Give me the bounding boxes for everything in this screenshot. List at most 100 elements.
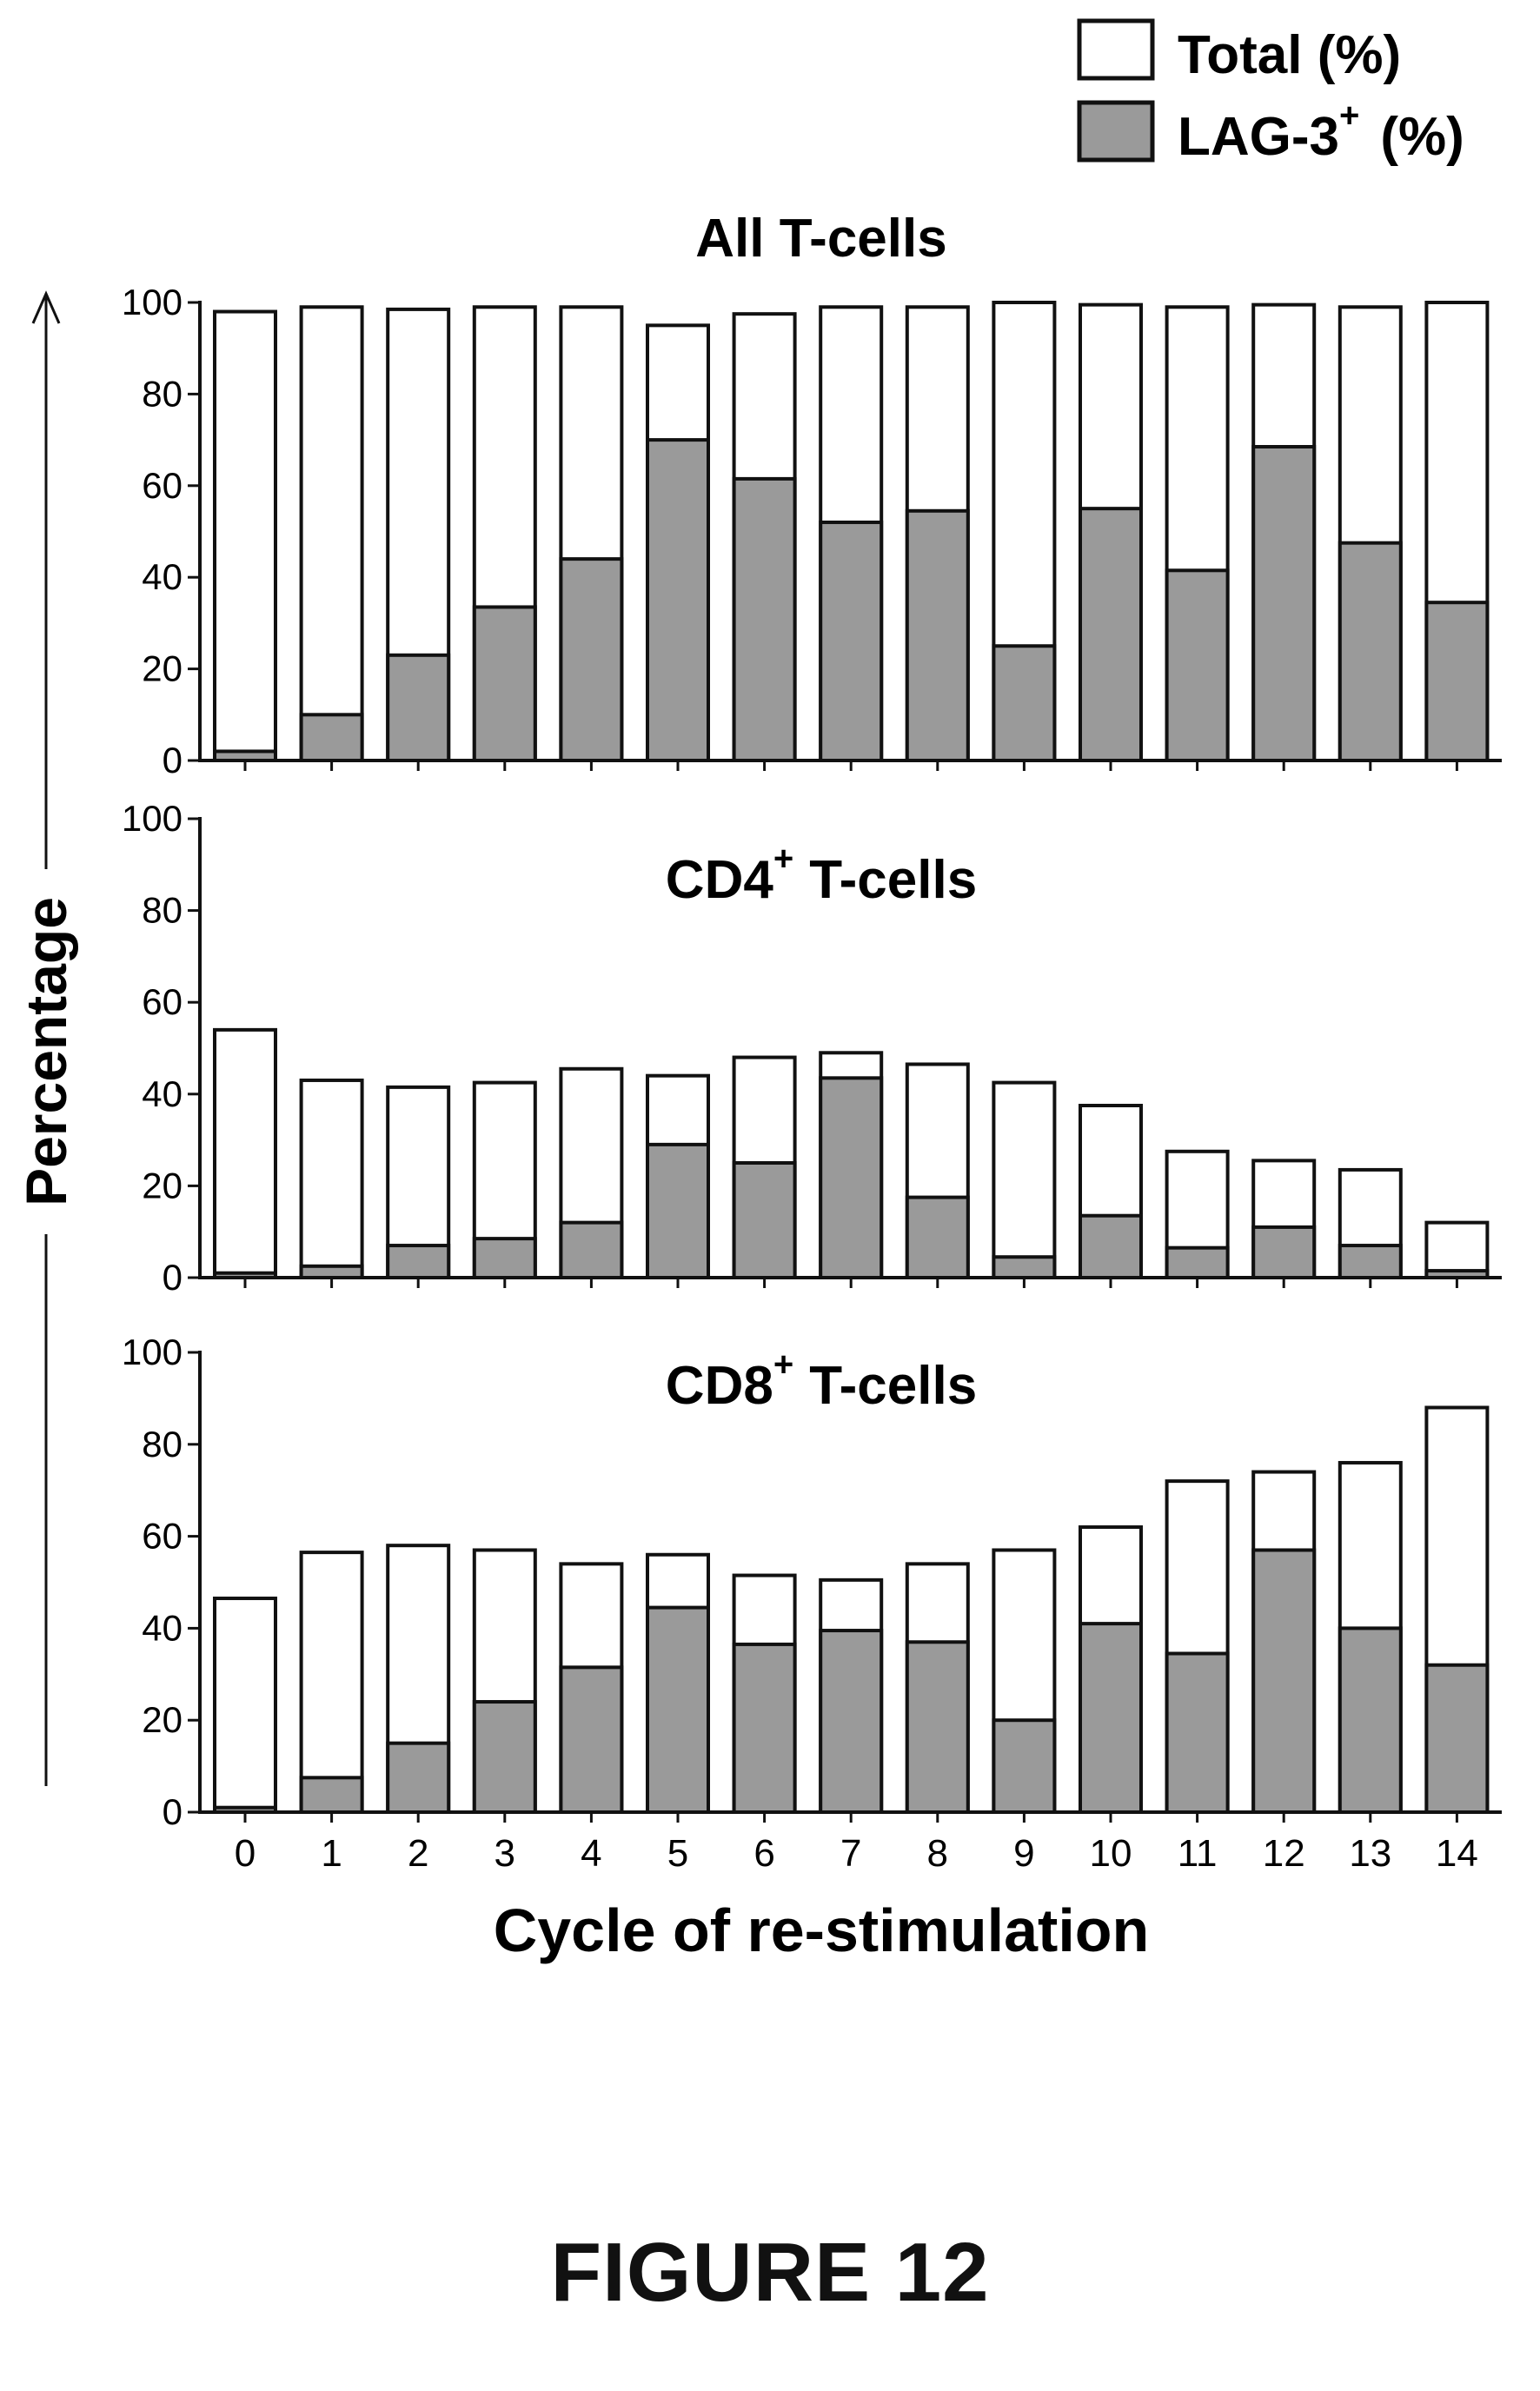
- bar-total: [299, 1078, 364, 1279]
- bar-lag3: [386, 1244, 451, 1280]
- y-tick-label: 40: [142, 1073, 183, 1114]
- y-tick-label: 20: [142, 1165, 183, 1205]
- bar-lag3: [819, 1629, 884, 1815]
- bar-lag3: [1079, 1622, 1143, 1814]
- y-tick-label: 20: [142, 1699, 183, 1740]
- bar-lag3: [213, 749, 277, 763]
- bar-lag3: [1251, 1548, 1317, 1814]
- bar-lag3: [646, 438, 710, 762]
- bar-lag3: [1338, 1244, 1403, 1280]
- bar-total: [213, 1027, 277, 1279]
- x-tick-label: 5: [667, 1832, 688, 1875]
- x-tick-label: 10: [1090, 1832, 1132, 1875]
- y-tick-label: 60: [142, 981, 183, 1022]
- bar-lag3: [905, 508, 970, 762]
- y-tick-label: 80: [142, 890, 183, 931]
- y-axis-label-group: Percentage: [14, 290, 78, 1786]
- y-tick-label: 0: [163, 1257, 183, 1298]
- panel-title-rest: T-cells: [809, 1356, 977, 1416]
- y-tick-label: 100: [122, 282, 183, 322]
- bar-lag3: [299, 1776, 364, 1814]
- panel-cd4-t-cells: CD4+ T-cells 0 20 40 60 80 100: [122, 798, 1502, 1298]
- legend-lag3-label: LAG-3+ (%): [1178, 96, 1464, 167]
- y-axis-label: Percentage: [14, 897, 78, 1206]
- y-tick-label: 0: [163, 740, 183, 780]
- legend-lag3-swatch: [1077, 100, 1155, 163]
- bar-lag3: [1338, 1626, 1403, 1815]
- bar-lag3: [819, 520, 884, 763]
- bar-lag3: [299, 1264, 364, 1280]
- bar-total: [213, 1597, 277, 1815]
- y-tick-label: 60: [142, 1516, 183, 1557]
- x-tick-label: 14: [1436, 1832, 1478, 1875]
- bar-lag3: [732, 1642, 797, 1815]
- figure-caption: FIGURE 12: [550, 2226, 990, 2319]
- bar-lag3: [1338, 541, 1403, 762]
- bar-lag3: [905, 1640, 970, 1815]
- bar-lag3: [386, 1741, 451, 1815]
- y-axis-label-background: [16, 869, 76, 1234]
- bar-lag3: [472, 1700, 537, 1815]
- bar-total: [992, 1080, 1057, 1279]
- y-tick-label: 0: [163, 1791, 183, 1832]
- y-tick-label: 60: [142, 465, 183, 506]
- legend-lag3-sup: +: [1339, 96, 1359, 135]
- bar-lag3: [905, 1195, 970, 1279]
- x-tick-label: 3: [495, 1832, 515, 1875]
- y-tick-label: 40: [142, 556, 183, 597]
- x-tick-label: 12: [1263, 1832, 1305, 1875]
- x-tick-label: 7: [840, 1832, 861, 1875]
- bar-lag3: [992, 1255, 1057, 1279]
- y-axis-arrow-head-icon: [31, 290, 61, 324]
- legend-total-label: Total (%): [1178, 25, 1401, 85]
- bar-lag3: [646, 1142, 710, 1279]
- legend-total-swatch: [1077, 18, 1155, 81]
- x-tick-label: 8: [927, 1832, 948, 1875]
- bar-total: [299, 1551, 364, 1814]
- bar-lag3: [559, 557, 624, 762]
- y-tick-label: 80: [142, 373, 183, 414]
- legend-lag3-unit: (%): [1380, 107, 1464, 167]
- panel-title: CD8+ T-cells: [666, 1345, 977, 1416]
- bar-lag3: [299, 713, 364, 762]
- legend-lag3-base: LAG-3: [1178, 107, 1339, 167]
- panel-all-t-cells: All T-cells 0 20 40 60 80 100: [122, 209, 1502, 780]
- x-tick-label: 1: [321, 1832, 342, 1875]
- x-tick-label: 11: [1178, 1832, 1218, 1875]
- bar-lag3: [992, 644, 1057, 762]
- panel-title-sup: +: [773, 1345, 793, 1384]
- bar-lag3: [1165, 1245, 1230, 1280]
- bar-lag3: [1424, 1269, 1490, 1279]
- x-tick-label: 2: [408, 1832, 428, 1875]
- bar-lag3: [1424, 1663, 1490, 1814]
- y-tick-label: 100: [122, 1332, 183, 1372]
- bar-lag3: [819, 1076, 884, 1279]
- bar-lag3: [1165, 1651, 1230, 1814]
- bar-lag3: [732, 1161, 797, 1279]
- bar-lag3: [1165, 568, 1230, 762]
- x-tick-label: 6: [753, 1832, 774, 1875]
- x-tick-label: 13: [1349, 1832, 1391, 1875]
- x-tick-label: 0: [235, 1832, 256, 1875]
- panel-title-base: CD8: [666, 1356, 773, 1416]
- bar-total: [1424, 1220, 1490, 1280]
- panel-title: All T-cells: [695, 209, 946, 269]
- y-tick-label: 40: [142, 1607, 183, 1648]
- bar-lag3: [213, 1271, 277, 1279]
- bar-lag3: [472, 1237, 537, 1279]
- bar-total: [213, 309, 277, 763]
- bar-lag3: [213, 1805, 277, 1814]
- bar-lag3: [992, 1718, 1057, 1814]
- bar-lag3: [732, 476, 797, 763]
- bar-lag3: [1251, 445, 1317, 762]
- legend: Total (%) LAG-3+ (%): [1077, 18, 1464, 167]
- x-tick-label: 4: [581, 1832, 601, 1875]
- panel-title-base: CD4: [666, 850, 774, 910]
- bar-lag3: [646, 1605, 710, 1814]
- y-tick-label: 100: [122, 798, 183, 839]
- panel-title-rest: T-cells: [809, 850, 977, 910]
- panel-title-base: All T-cells: [695, 209, 946, 269]
- x-tick-label: 9: [1013, 1832, 1034, 1875]
